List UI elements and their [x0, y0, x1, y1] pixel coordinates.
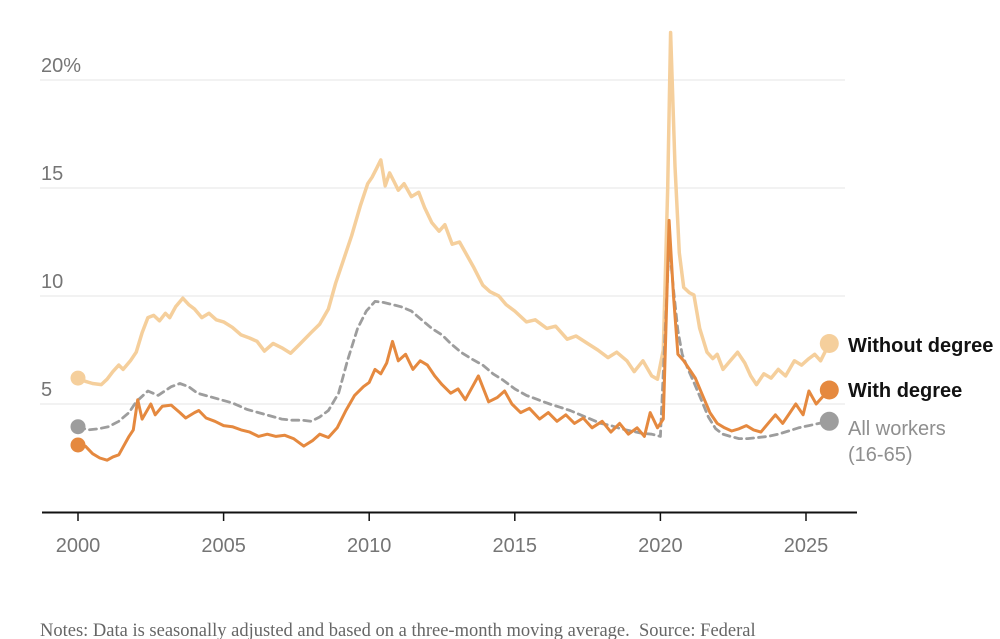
with-degree-line [76, 218, 831, 462]
legend-all-workers: All workers (16-65) [848, 416, 946, 468]
chart-notes: Notes: Data is seasonally adjusted and b… [40, 573, 970, 639]
x-axis-label-2000: 2000 [56, 535, 101, 557]
legend-with-degree-label: With degree [848, 380, 963, 402]
legend-all-workers-sublabel: (16-65) [848, 444, 913, 466]
notes-line-1: Notes: Data is seasonally adjusted and b… [40, 621, 756, 639]
all-workers-end-dot [819, 411, 839, 431]
all-workers-line [76, 242, 831, 441]
x-axis-label-2010: 2010 [347, 535, 392, 557]
legend-without-degree-label: Without degree [848, 335, 994, 357]
x-axis-label-2025: 2025 [784, 535, 829, 557]
without-degree-end-dot [819, 334, 839, 353]
x-axis-label-2015: 2015 [493, 535, 538, 557]
y-axis-label-10: 10 [41, 271, 63, 293]
x-axis-label-2005: 2005 [201, 535, 246, 557]
legend-without-degree: Without degree [848, 333, 993, 359]
with-degree-start-dot [70, 437, 86, 453]
with-degree-end-dot [819, 380, 839, 400]
x-axis-label-2020: 2020 [638, 535, 683, 557]
y-axis-label-5: 5 [41, 379, 52, 401]
y-axis-label-15: 15 [41, 163, 63, 185]
legend-all-workers-label: All workers [848, 418, 946, 440]
legend-with-degree: With degree [848, 378, 962, 404]
without-degree-start-dot [70, 370, 86, 386]
all-workers-start-dot [70, 419, 86, 435]
chart-svg: 5 10 15 20% 2000 2005 2010 2015 2020 2025 [40, 30, 857, 557]
y-axis-label-20: 20% [41, 55, 81, 77]
without-degree-line [76, 30, 832, 387]
